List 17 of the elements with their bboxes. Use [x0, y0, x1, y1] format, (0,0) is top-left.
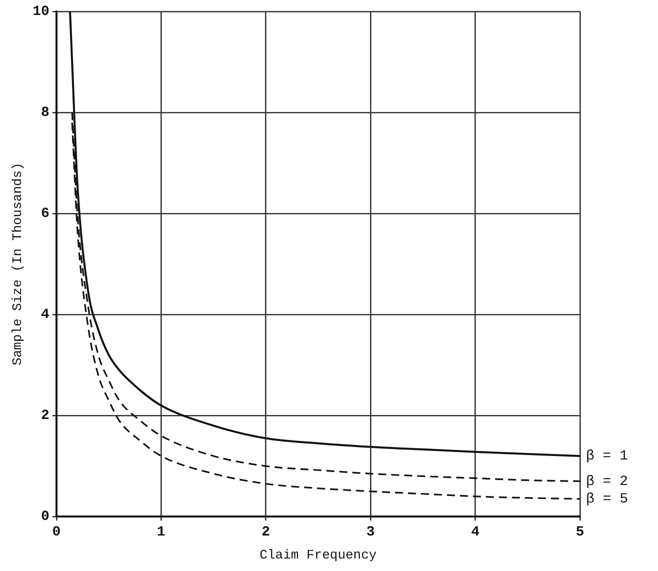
x-tick-label: 1	[156, 524, 166, 541]
y-tick-label: 8	[40, 104, 50, 121]
x-axis-title: Claim Frequency	[260, 548, 377, 563]
x-tick-label: 4	[471, 524, 480, 541]
x-tick-label: 5	[576, 524, 584, 541]
x-tick-label: 2	[262, 524, 270, 541]
y-tick-label: 4	[40, 307, 50, 324]
y-tick-label: 0	[40, 509, 50, 526]
series-label: β = 5	[586, 492, 628, 508]
series-label: β = 1	[586, 448, 628, 465]
x-tick-label: 3	[366, 524, 375, 541]
y-axis-title: Sample Size (In Thousands)	[10, 162, 26, 366]
y-tick-label: 2	[40, 408, 50, 424]
y-tick-label: 10	[32, 4, 50, 20]
x-tick-label: 0	[52, 524, 61, 541]
series-label: β = 2	[586, 474, 628, 490]
y-tick-label: 6	[40, 206, 50, 222]
